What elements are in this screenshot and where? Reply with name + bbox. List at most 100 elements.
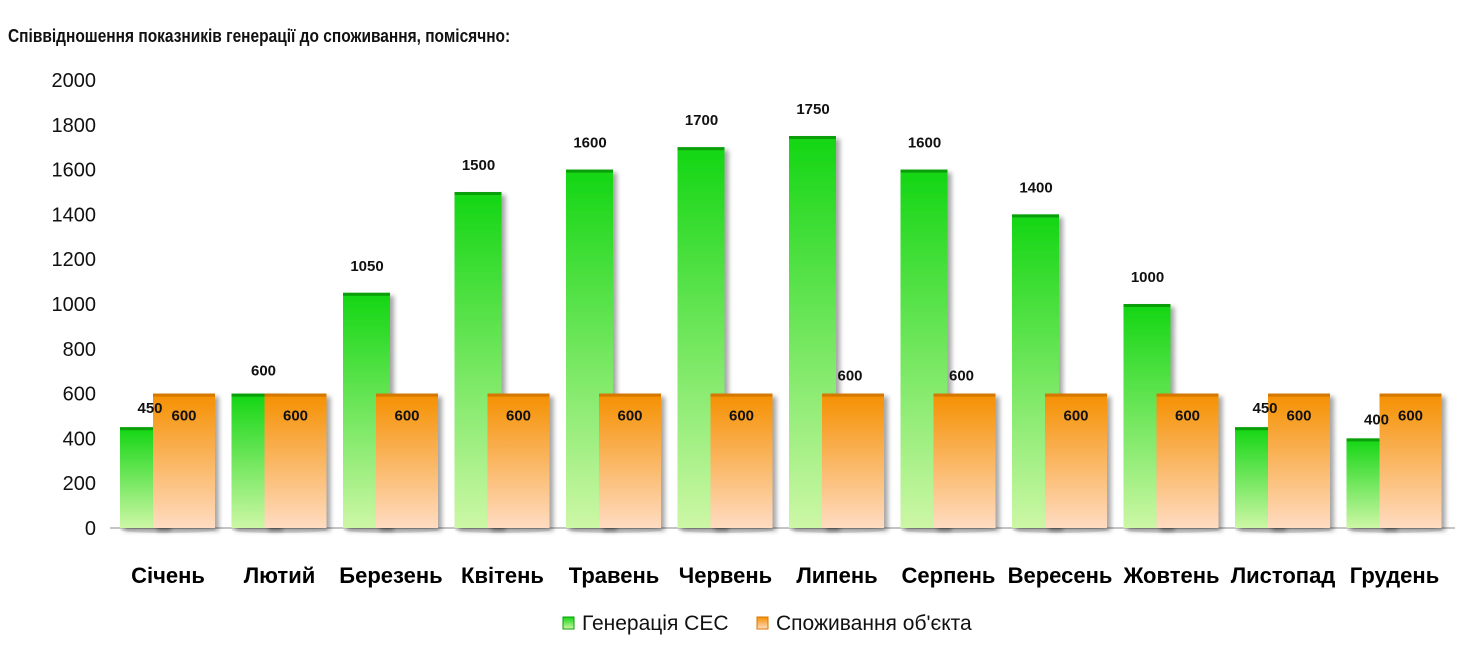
category-labels: Січень Лютий Березень Квітень Травень Червень… (131, 563, 1439, 588)
data-label-generation: 1700 (685, 112, 718, 129)
bar-base-shadow (677, 527, 774, 533)
x-category-label: Листопад (1231, 563, 1336, 588)
bar-generation-top-edge (1123, 304, 1171, 307)
data-label-generation: 450 (1252, 400, 1277, 417)
data-label-consumption: 600 (837, 368, 862, 385)
bar-consumption-top-edge (264, 393, 327, 397)
data-label-consumption: 600 (1063, 408, 1088, 425)
x-category-label: Травень (569, 563, 660, 588)
bar-base-shadow (120, 527, 216, 533)
bar-generation-top-edge (1235, 427, 1282, 431)
data-label-generation: 600 (251, 363, 276, 380)
bar-generation-top-edge (120, 427, 167, 431)
x-category-label: Грудень (1350, 563, 1439, 588)
x-category-label: Жовтень (1122, 563, 1219, 588)
bar-consumption-top-edge (822, 393, 884, 397)
data-label-consumption: 600 (283, 408, 308, 425)
bar-consumption-top-edge (933, 393, 996, 397)
y-tick-label: 200 (63, 473, 96, 495)
bar-base-shadow (454, 527, 551, 533)
bar-base-shadow (343, 527, 439, 533)
bar-consumption (376, 393, 438, 528)
bar-base-shadow (1346, 527, 1443, 533)
bar-generation-top-edge (900, 169, 948, 173)
bar-consumption-top-edge (376, 393, 438, 397)
bar-consumption (710, 393, 773, 528)
bar-consumption-top-edge (1268, 393, 1330, 397)
data-label-generation: 1400 (1019, 179, 1052, 196)
data-label-consumption: 600 (394, 408, 419, 425)
y-tick-label: 800 (63, 339, 96, 361)
legend-label: Споживання об'єкта (776, 612, 972, 635)
bar-consumption-top-edge (599, 393, 661, 397)
y-axis: 0 200 400 600 800 1000 1200 1400 1600 1800 2000 (52, 70, 1455, 540)
data-label-consumption: 600 (1286, 408, 1311, 425)
data-label-generation: 1500 (462, 157, 495, 174)
y-tick-label: 1800 (52, 115, 97, 137)
legend: Генерація СЕС Споживання об'єкта (562, 612, 972, 635)
data-label-consumption: 600 (617, 408, 642, 425)
bar-generation-top-edge (1012, 214, 1059, 218)
chart-title: Співвідношення показників генерації до с… (8, 26, 511, 46)
x-category-label: Червень (679, 563, 772, 588)
bar-generation-top-edge (1346, 438, 1394, 442)
y-tick-label: 2000 (52, 70, 97, 92)
x-category-label: Березень (339, 563, 442, 588)
bar-base-shadow (1012, 527, 1108, 533)
bar-base-shadow (231, 527, 328, 533)
bar-base-shadow (789, 527, 885, 533)
bar-consumption (1379, 393, 1442, 528)
bar-consumption (599, 393, 661, 528)
bar-base-shadow (1235, 527, 1331, 533)
data-label-consumption: 600 (1398, 408, 1423, 425)
bar-consumption (933, 393, 996, 528)
plot-area: 450 600 600 600 1050 600 1500 600 1600 600 1700 600… (120, 101, 1443, 533)
y-tick-label: 1200 (52, 249, 97, 271)
data-label-generation: 1750 (796, 101, 829, 118)
x-category-label: Липень (796, 563, 877, 588)
legend-swatch (562, 616, 575, 630)
bar-generation-top-edge (231, 393, 279, 397)
data-label-generation: 1000 (1131, 269, 1164, 286)
bar-consumption (1268, 393, 1330, 528)
bar-consumption-top-edge (710, 393, 773, 397)
bar-consumption-top-edge (1379, 393, 1442, 397)
x-category-label: Січень (131, 563, 205, 588)
x-category-label: Лютий (244, 563, 316, 588)
data-label-consumption: 600 (1175, 408, 1200, 425)
bar-consumption (153, 393, 215, 528)
bar-generation-top-edge (454, 192, 502, 195)
y-tick-label: 600 (63, 384, 96, 406)
x-category-label: Вересень (1008, 563, 1113, 588)
y-tick-label: 1600 (52, 160, 97, 182)
y-tick-label: 0 (85, 518, 96, 540)
y-tick-label: 400 (63, 428, 96, 450)
bar-base-shadow (1123, 527, 1220, 533)
x-category-label: Квітень (461, 563, 544, 588)
y-tick-label: 1000 (52, 294, 97, 316)
legend-swatch (756, 616, 769, 630)
bar-consumption-top-edge (487, 393, 550, 397)
bar-base-shadow (900, 527, 997, 533)
bar-generation-top-edge (566, 169, 613, 173)
bar-consumption (264, 393, 327, 528)
data-label-consumption: 600 (949, 368, 974, 385)
data-label-consumption: 600 (506, 408, 531, 425)
data-label-generation: 1050 (350, 258, 383, 275)
bar-generation-top-edge (343, 292, 390, 296)
data-label-generation: 1600 (908, 135, 941, 152)
data-label-generation: 400 (1364, 411, 1389, 428)
bar-consumption (487, 393, 550, 528)
bar-consumption (822, 393, 884, 528)
data-label-generation: 1600 (573, 135, 606, 152)
bar-consumption-top-edge (1045, 393, 1107, 397)
bar-generation-top-edge (789, 136, 836, 139)
bar-consumption-top-edge (153, 393, 215, 397)
bar-consumption (1045, 393, 1107, 528)
y-tick-label: 1400 (52, 204, 97, 226)
data-label-generation: 450 (137, 400, 162, 417)
bar-generation-top-edge (677, 147, 725, 151)
x-category-label: Серпень (902, 563, 996, 588)
bar-consumption-top-edge (1156, 393, 1219, 397)
